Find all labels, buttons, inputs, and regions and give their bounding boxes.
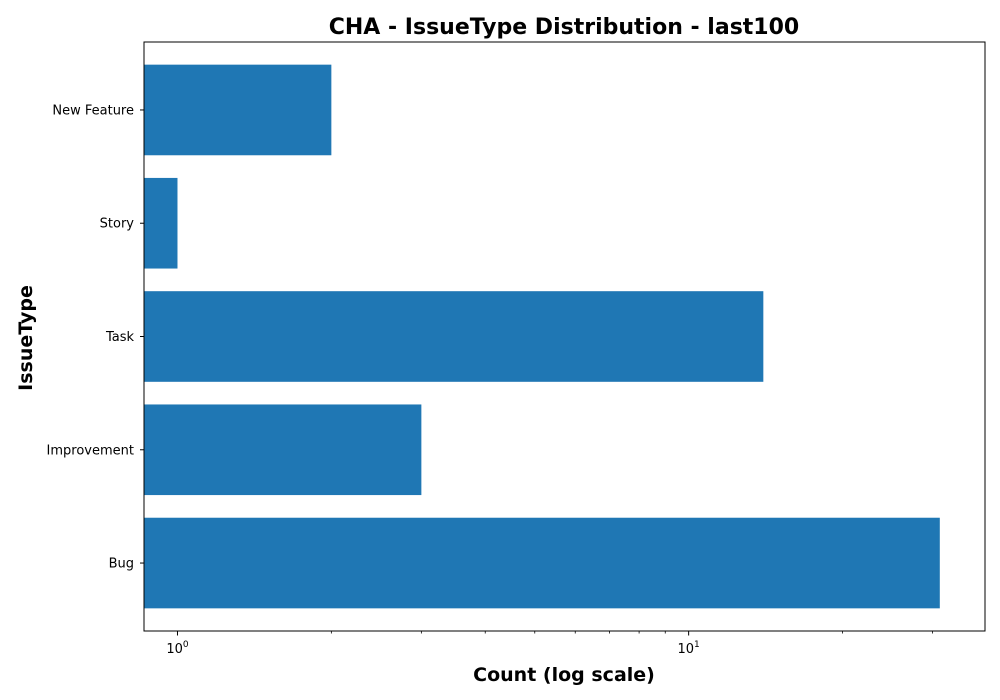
bar-new-feature <box>144 64 332 156</box>
x-tick-label: 100 <box>166 640 189 657</box>
y-tick-label-improvement: Improvement <box>47 443 134 458</box>
y-tick-label-task: Task <box>105 330 135 345</box>
x-tick-exponent: 1 <box>694 640 700 650</box>
chart-title: CHA - IssueType Distribution - last100 <box>329 15 799 40</box>
y-axis-label: IssueType <box>15 285 37 391</box>
x-tick-base: 10 <box>166 642 183 657</box>
y-ticks-group: Bug Improvement Task Story New Feature <box>47 103 144 572</box>
y-tick-label-new-feature: New Feature <box>52 103 134 118</box>
y-tick-label-story: Story <box>100 217 135 232</box>
bars-group <box>144 64 940 609</box>
x-axis-label: Count (log scale) <box>473 664 655 686</box>
x-tick-label: 101 <box>677 640 699 657</box>
bar-story <box>144 177 178 269</box>
bar-bug <box>144 517 940 609</box>
y-tick-label-bug: Bug <box>109 557 134 572</box>
x-tick-exponent: 0 <box>183 640 189 650</box>
bar-task <box>144 291 764 382</box>
bar-improvement <box>144 404 422 496</box>
x-ticks-group: 100 101 <box>166 631 933 657</box>
x-tick-base: 10 <box>677 642 694 657</box>
